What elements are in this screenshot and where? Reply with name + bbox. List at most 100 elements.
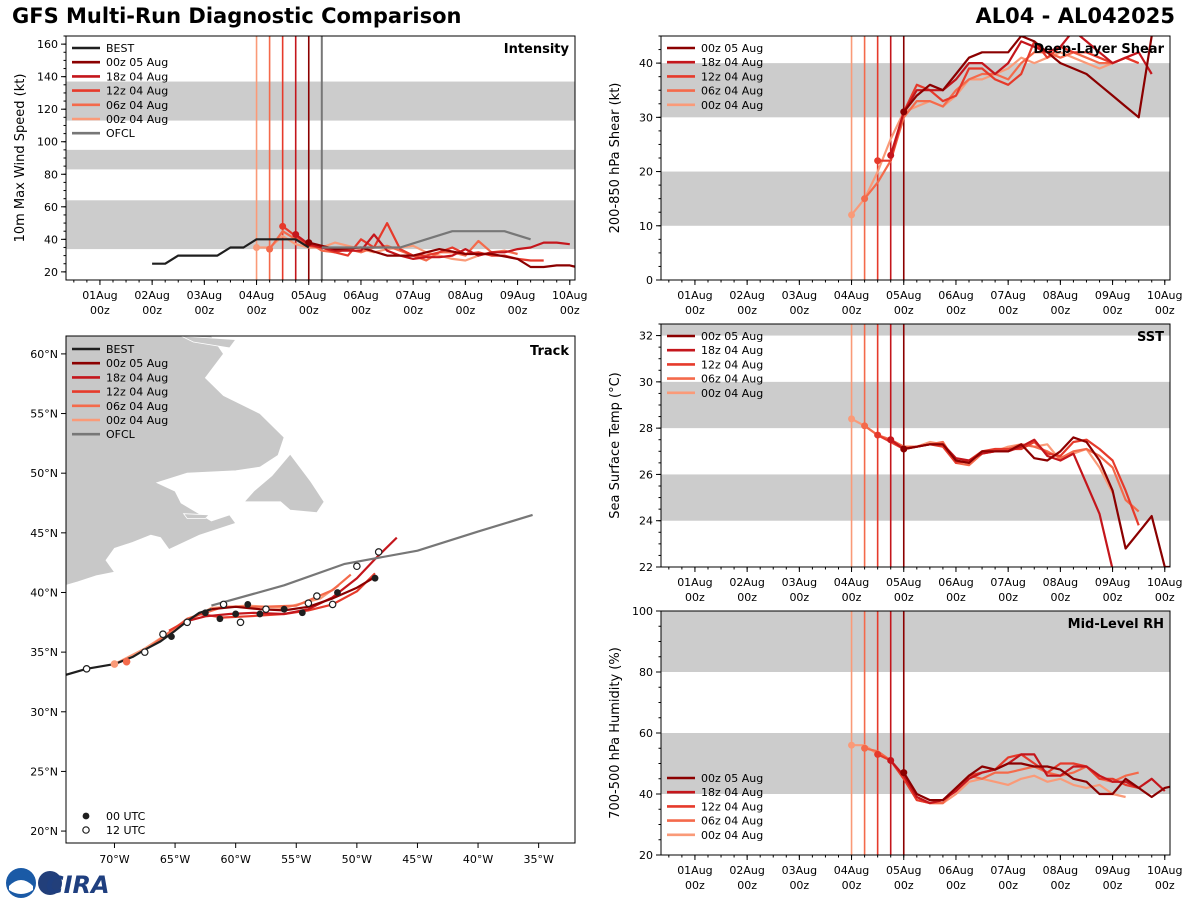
rh-xtick-label: 07Aug — [990, 864, 1025, 877]
shear-xtick-label: 08Aug — [1043, 289, 1078, 302]
sst-xtick-sublabel: 00z — [998, 591, 1018, 604]
rh-series-r12z04 — [877, 753, 1139, 805]
intensity-xtick-label: 08Aug — [448, 289, 483, 302]
sst-xtick-sublabel: 00z — [946, 591, 966, 604]
sst-xtick-sublabel: 00z — [789, 591, 809, 604]
rh-xtick-label: 05Aug — [886, 864, 921, 877]
shear-legend-label: 00z 04 Aug — [701, 99, 763, 112]
intensity-ytick-label: 140 — [37, 71, 58, 84]
track-xtick-label: 70°W — [99, 853, 129, 866]
sst-xtick-label: 01Aug — [677, 576, 712, 589]
track-xtick-label: 50°W — [342, 853, 372, 866]
intensity-series-ofcl — [321, 230, 531, 249]
sst-band — [661, 324, 1170, 336]
sst-xtick-label: 05Aug — [886, 576, 921, 589]
shear-xtick-sublabel: 00z — [789, 304, 809, 317]
track-marker-00utc — [201, 609, 209, 617]
track-marker-00utc — [168, 633, 175, 641]
intensity-xtick-sublabel: 00z — [455, 304, 475, 317]
sst-xtick-label: 09Aug — [1095, 576, 1130, 589]
intensity-init-marker — [279, 222, 287, 230]
rh-legend-label: 00z 04 Aug — [701, 829, 763, 842]
sst-xtick-sublabel: 00z — [737, 591, 757, 604]
shear-legend-label: 18z 04 Aug — [701, 56, 763, 69]
shear-init-marker — [900, 108, 908, 116]
rh-title: Mid-Level RH — [1068, 617, 1164, 632]
intensity-xtick-label: 09Aug — [500, 289, 535, 302]
track-marker-00utc — [256, 610, 264, 618]
track-marker-12utc — [219, 600, 228, 609]
storm-id-title: AL04 - AL042025 — [975, 4, 1176, 28]
track-marker-12utc — [140, 648, 149, 656]
sst-series-r00z05 — [903, 436, 1170, 567]
rh-ytick-label: 40 — [639, 788, 653, 801]
shear-ytick-label: 10 — [639, 220, 653, 233]
rh-init-marker — [887, 756, 895, 764]
track-series-r06z04 — [150, 573, 352, 648]
intensity-legend-label: 18z 04 Aug — [106, 70, 168, 83]
shear-series-r06z04 — [863, 51, 1140, 200]
track-xtick-label: 35°W — [523, 853, 553, 866]
sst-xtick-label: 07Aug — [990, 576, 1025, 589]
sst-ylabel: Sea Surface Temp (°C) — [608, 372, 623, 519]
sst-band — [661, 381, 1170, 429]
track-map-area — [66, 336, 533, 676]
rh-init-marker — [861, 744, 869, 752]
sst-init-marker — [900, 445, 908, 453]
shear-series-r00z04 — [850, 51, 1114, 216]
intensity-ytick-label: 80 — [44, 168, 58, 181]
track-marker-00utc — [216, 615, 224, 623]
shear-series-r12z04 — [877, 40, 1140, 162]
intensity-xtick-sublabel: 00z — [508, 304, 528, 317]
track-marker-00utc — [244, 601, 252, 608]
intensity-xtick-sublabel: 00z — [247, 304, 267, 317]
rh-plot-area — [661, 611, 1170, 855]
sst-legend-label: 18z 04 Aug — [701, 344, 763, 357]
track-landmass — [66, 336, 285, 586]
intensity-xtick-label: 01Aug — [82, 289, 117, 302]
rh-xtick-sublabel: 00z — [946, 879, 966, 892]
sst-legend-label: 12z 04 Aug — [701, 358, 763, 371]
panel-rh: 20 40 60 80 100 01Aug 00z 02Aug 00z 03Aug 00z 04Aug… — [608, 605, 1183, 892]
cira-logo: CIRA — [6, 868, 110, 899]
sst-xtick-sublabel: 00z — [842, 591, 862, 604]
rh-init-marker — [848, 741, 856, 749]
track-ytick-label: 35°N — [30, 646, 58, 659]
shear-xtick-label: 10Aug — [1147, 289, 1182, 302]
sst-legend-label: 06z 04 Aug — [701, 373, 763, 386]
sst-init-marker — [861, 422, 869, 430]
intensity-ytick-label: 160 — [37, 38, 58, 51]
track-ytick-label: 60°N — [30, 348, 58, 361]
intensity-init-marker — [253, 243, 261, 251]
rh-legend-label: 18z 04 Aug — [701, 786, 763, 799]
intensity-legend-label: 06z 04 Aug — [106, 99, 168, 112]
cira-logo-text: CIRA — [46, 871, 110, 899]
rh-xtick-label: 09Aug — [1095, 864, 1130, 877]
track-legend-label: 12z 04 Aug — [106, 386, 168, 399]
rh-init-marker — [900, 769, 908, 777]
shear-xtick-label: 05Aug — [886, 289, 921, 302]
track-ytick-label: 20°N — [30, 825, 58, 838]
intensity-init-marker — [266, 245, 274, 253]
intensity-ytick-label: 20 — [44, 266, 58, 279]
track-legend-label: 00z 04 Aug — [106, 414, 168, 427]
rh-xtick-label: 02Aug — [729, 864, 764, 877]
rh-ylabel: 700-500 hPa Humidity (%) — [608, 647, 623, 819]
rh-xtick-sublabel: 00z — [789, 879, 809, 892]
track-marker-12utc — [82, 665, 91, 673]
rh-ytick-label: 20 — [639, 849, 653, 862]
rh-legend-label: 06z 04 Aug — [701, 815, 763, 828]
rh-xtick-label: 03Aug — [782, 864, 817, 877]
track-legend-label: OFCL — [106, 428, 136, 441]
figure-title: GFS Multi-Run Diagnostic Comparison — [12, 4, 462, 28]
track-ytick-label: 30°N — [30, 706, 58, 719]
rh-legend-label: 00z 05 Aug — [701, 772, 763, 785]
sst-ytick-label: 32 — [639, 330, 653, 343]
track-run-marker — [122, 657, 131, 666]
track-series-best — [66, 608, 212, 676]
intensity-band — [66, 200, 575, 250]
intensity-xtick-label: 04Aug — [239, 289, 274, 302]
rh-xtick-sublabel: 00z — [894, 879, 914, 892]
